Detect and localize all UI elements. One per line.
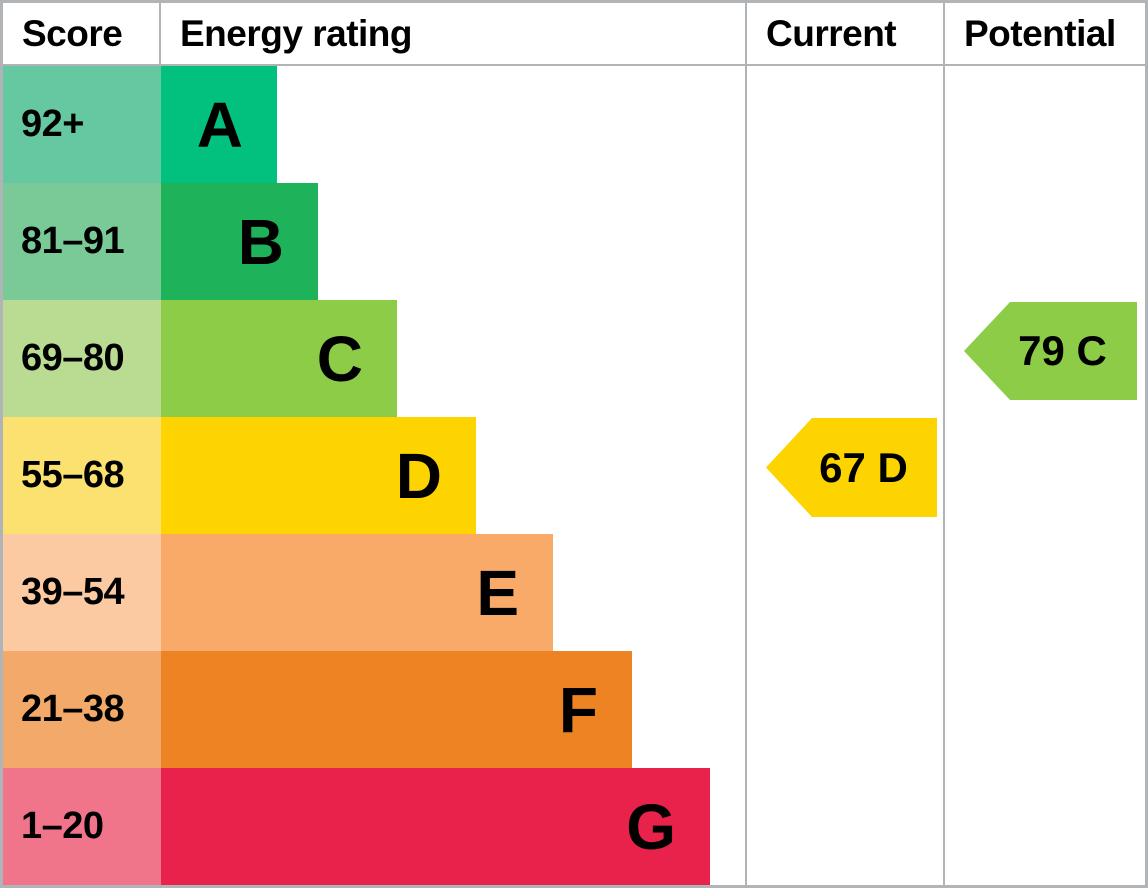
band-b-letter: B	[237, 205, 284, 278]
band-e-letter: E	[476, 556, 519, 629]
potential-column-cell-g	[945, 768, 1145, 885]
band-f-score-range: 21–38	[3, 651, 161, 768]
band-g-bar: G	[161, 768, 710, 885]
band-c-letter: C	[316, 322, 363, 395]
band-c-score-range: 69–80	[3, 300, 161, 417]
band-e-score-range: 39–54	[3, 534, 161, 651]
band-f-letter: F	[558, 673, 598, 746]
band-g-score-range: 1–20	[3, 768, 161, 885]
band-e-bar: E	[161, 534, 553, 651]
band-b-bar-cell: B	[161, 183, 747, 300]
band-d-score-range: 55–68	[3, 417, 161, 534]
current-column-cell-f	[747, 651, 945, 768]
potential-column-cell-e	[945, 534, 1145, 651]
band-a-score-range: 92+	[3, 66, 161, 183]
band-f-bar: F	[161, 651, 632, 768]
current-column-cell-d: 67 D	[747, 417, 945, 534]
current-column-cell-a	[747, 66, 945, 183]
band-a-letter: A	[196, 88, 243, 161]
band-e-bar-cell: E	[161, 534, 747, 651]
potential-header: Potential	[945, 3, 1145, 66]
band-c-bar: C	[161, 300, 397, 417]
current-column-cell-e	[747, 534, 945, 651]
energy-rating-header: Energy rating	[161, 3, 747, 66]
potential-rating-label: 79 C	[1018, 327, 1107, 374]
band-g-letter: G	[626, 790, 676, 863]
band-f-bar-cell: F	[161, 651, 747, 768]
current-column-cell-b	[747, 183, 945, 300]
score-header: Score	[3, 3, 161, 66]
current-header: Current	[747, 3, 945, 66]
band-a-bar-cell: A	[161, 66, 747, 183]
current-rating-arrow: 67 D	[766, 418, 937, 517]
band-b-bar: B	[161, 183, 318, 300]
potential-column-cell-c: 79 C	[945, 300, 1145, 417]
band-d-bar-cell: D	[161, 417, 747, 534]
potential-rating-arrow: 79 C	[964, 302, 1137, 400]
band-c-bar-cell: C	[161, 300, 747, 417]
current-column-cell-c	[747, 300, 945, 417]
current-column-cell-g	[747, 768, 945, 885]
band-g-bar-cell: G	[161, 768, 747, 885]
current-rating-label: 67 D	[819, 443, 908, 491]
potential-column-cell-a	[945, 66, 1145, 183]
band-a-bar: A	[161, 66, 277, 183]
band-d-bar: D	[161, 417, 476, 534]
potential-column-cell-b	[945, 183, 1145, 300]
potential-column-cell-f	[945, 651, 1145, 768]
potential-column-cell-d	[945, 417, 1145, 534]
band-b-score-range: 81–91	[3, 183, 161, 300]
band-d-letter: D	[395, 439, 442, 512]
